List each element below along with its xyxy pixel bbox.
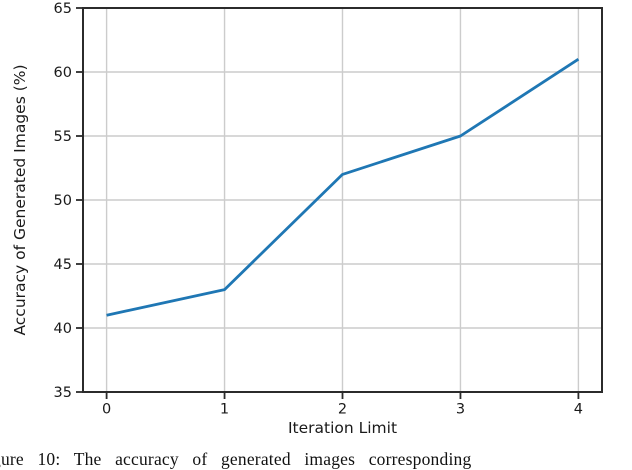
y-tick-label: 45 [54, 257, 72, 273]
x-tick-label: 0 [102, 402, 111, 418]
data-line-accuracy [106, 58, 580, 317]
line-chart: 0 1 2 3 4 35 40 45 50 55 60 65 Accuracy of Generate… [11, 1, 603, 437]
x-tick-label: 3 [456, 402, 465, 418]
y-tick-label: 40 [54, 321, 72, 337]
axes-layer: 0 1 2 3 4 35 40 45 50 55 60 65 [54, 1, 603, 418]
y-tick-label: 35 [54, 385, 72, 401]
x-tick-label: 1 [220, 402, 229, 418]
y-tick-label: 55 [54, 129, 72, 145]
grid-layer [83, 7, 602, 393]
y-tick-label: 60 [54, 65, 72, 81]
series-layer [106, 58, 580, 317]
y-tick-label: 65 [54, 1, 72, 17]
x-tick-label: 2 [338, 402, 347, 418]
x-axis-label: Iteration Limit [288, 419, 397, 437]
y-axis-label: Accuracy of Generated Images (%) [11, 64, 29, 335]
x-tick-label: 4 [574, 402, 583, 418]
y-tick-label: 50 [54, 193, 72, 209]
figure-caption: gure 10: The accuracy of generated image… [0, 449, 472, 469]
